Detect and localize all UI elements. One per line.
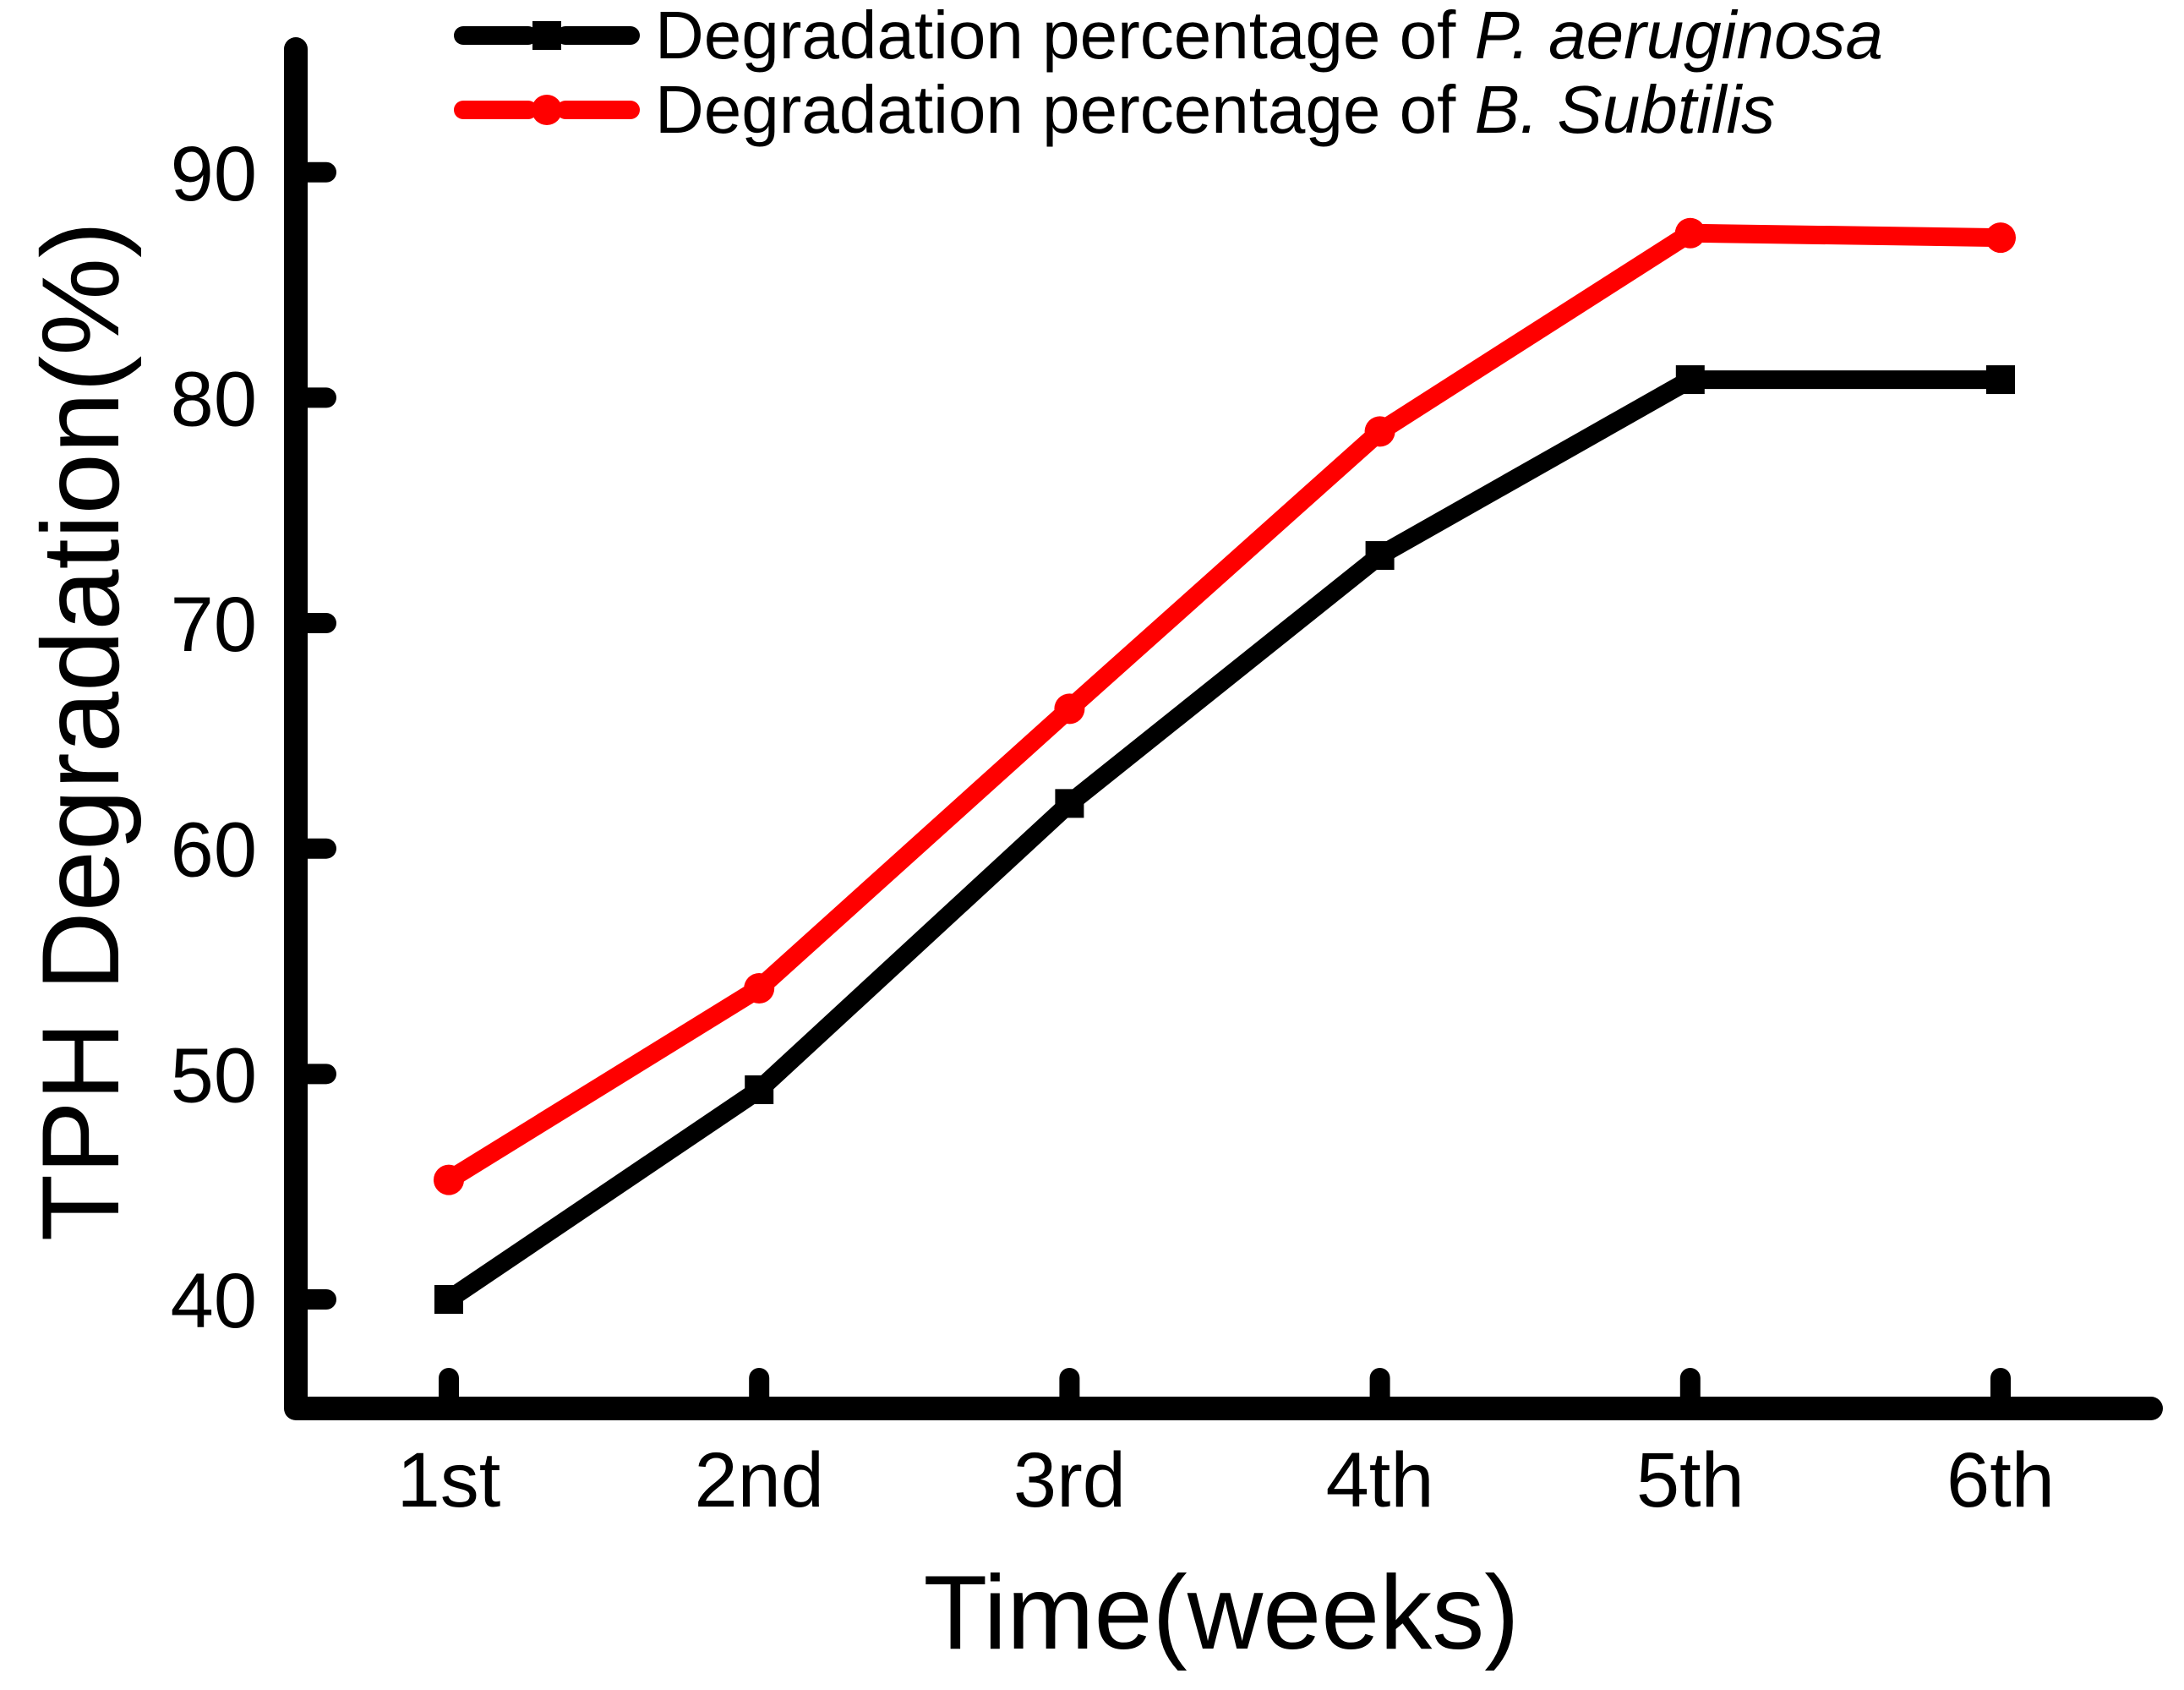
legend-label: Degradation percentage of P. aeruginosa [655, 2, 1883, 69]
x-tick-label: 6th [1946, 1437, 2055, 1523]
data-point [1364, 416, 1395, 447]
legend-label-prefix: Degradation percentage of [655, 72, 1475, 147]
legend-swatch-circle [454, 95, 640, 125]
y-tick-label: 50 [171, 1032, 257, 1118]
data-point [1365, 541, 1395, 571]
legend-marker-square [532, 21, 561, 50]
tick-labels: 40 50 60 70 80 90 1st 2nd 3rd 4th 5th 6th [171, 131, 2055, 1523]
legend-marker-circle [532, 95, 562, 125]
y-tick-label: 40 [171, 1258, 257, 1344]
data-point [1054, 693, 1085, 725]
legend-swatch-square [454, 21, 640, 50]
axes [284, 37, 2163, 1420]
x-tick-label: 1st [397, 1437, 501, 1523]
axis-ticks [289, 161, 2011, 1414]
x-tick-label: 2nd [694, 1437, 824, 1523]
x-tick-label: 4th [1326, 1437, 1434, 1523]
data-point [434, 1285, 463, 1314]
x-tick-label: 5th [1636, 1437, 1744, 1523]
y-tick-label: 60 [171, 807, 257, 894]
data-point [434, 1164, 464, 1195]
legend-entry-p-aeruginosa: Degradation percentage of P. aeruginosa [454, 2, 1883, 69]
data-point [744, 973, 775, 1004]
y-tick-label: 90 [171, 131, 257, 217]
axis-spines [284, 37, 2163, 1420]
series-line-1 [440, 223, 2010, 1190]
data-point [1674, 217, 1706, 249]
data-point [1986, 365, 2015, 395]
legend-label-species: P. aeruginosa [1474, 0, 1883, 73]
series-lines [434, 217, 2016, 1314]
y-tick-label: 80 [171, 356, 257, 442]
data-point [1675, 365, 1705, 395]
legend-label-species: B. Subtilis [1474, 72, 1776, 147]
legend-label: Degradation percentage of B. Subtilis [655, 76, 1775, 144]
data-point [1985, 222, 2016, 254]
x-tick-label: 3rd [1013, 1437, 1126, 1523]
y-tick-label: 70 [171, 582, 257, 668]
legend-label-prefix: Degradation percentage of [655, 0, 1475, 73]
series-line-0 [440, 370, 2010, 1309]
legend-entry-b-subtilis: Degradation percentage of B. Subtilis [454, 76, 1775, 144]
data-point [1055, 789, 1084, 818]
data-point [745, 1075, 774, 1105]
x-axis-title: Time(weeks) [923, 1555, 1520, 1671]
y-axis-title: TPH Degradation(%) [19, 221, 142, 1242]
